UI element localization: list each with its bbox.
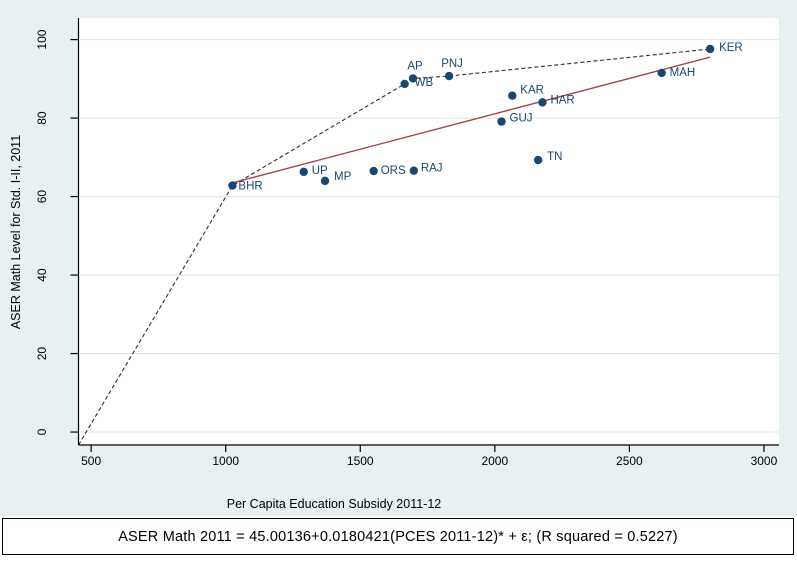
data-point-label: PNJ xyxy=(441,58,463,70)
x-axis-title: Per Capita Education Subsidy 2011-12 xyxy=(227,497,442,511)
data-point-label: BHR xyxy=(238,181,262,193)
x-tick-label: 500 xyxy=(81,454,101,468)
data-point xyxy=(705,44,715,54)
data-point xyxy=(228,181,237,190)
x-tick-label: 2000 xyxy=(481,454,508,468)
y-tick-label: 100 xyxy=(35,29,49,49)
plot-area xyxy=(78,18,779,445)
data-point xyxy=(299,167,308,177)
data-point-label: GUJ xyxy=(510,113,533,125)
data-point-label: MAH xyxy=(670,67,696,79)
data-point-label: MP xyxy=(334,171,352,183)
data-point xyxy=(657,68,666,78)
data-point-label: KAR xyxy=(520,85,544,97)
y-tick-label: 0 xyxy=(35,428,49,435)
x-tick-label: 3000 xyxy=(751,454,778,468)
data-point-label: RAJ xyxy=(421,163,443,175)
x-tick-label: 1000 xyxy=(212,454,239,468)
data-point-label: ORS xyxy=(381,165,406,177)
regression-note-box: ASER Math 2011 = 45.00136+0.0180421(PCES… xyxy=(2,518,794,555)
data-point xyxy=(533,155,543,165)
x-tick-label: 1500 xyxy=(347,454,374,468)
frontier-line xyxy=(78,48,711,446)
data-point-label: TN xyxy=(547,151,562,163)
data-point xyxy=(400,79,409,89)
data-point xyxy=(369,166,378,176)
data-point xyxy=(409,166,419,175)
scatter-plot: 500 1000 1500 2000 2500 3000 0 20 40 60 80 100 BHR UP… xyxy=(9,18,779,511)
data-point-label: WB xyxy=(415,77,434,89)
data-point xyxy=(444,71,454,81)
data-point xyxy=(497,117,506,126)
data-point-label: AP xyxy=(407,60,423,72)
data-point-label: HAR xyxy=(550,94,574,106)
data-point-label: KER xyxy=(719,42,743,54)
data-point-label: UP xyxy=(312,165,328,177)
data-point xyxy=(538,98,547,107)
x-tick-label: 2500 xyxy=(616,454,643,468)
regression-note-text: ASER Math 2011 = 45.00136+0.0180421(PCES… xyxy=(118,528,678,545)
y-tick-label: 20 xyxy=(35,347,49,361)
y-tick-label: 40 xyxy=(35,268,49,282)
y-tick-label: 80 xyxy=(35,111,49,125)
data-point xyxy=(508,91,517,100)
y-tick-label: 60 xyxy=(35,190,49,204)
y-axis-title: ASER Math Level for Std. I-II, 2011 xyxy=(9,135,23,329)
regression-line xyxy=(232,56,711,184)
data-point xyxy=(320,176,330,186)
data-point xyxy=(408,74,418,83)
